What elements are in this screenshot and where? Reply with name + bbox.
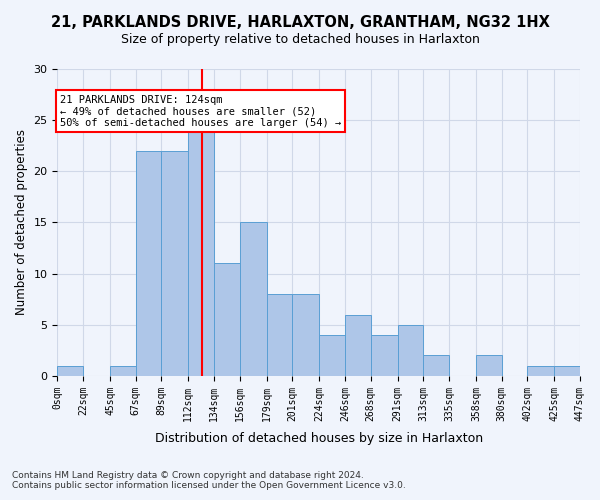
Bar [398, 325, 424, 376]
Bar [188, 130, 214, 376]
Bar [214, 264, 240, 376]
Bar [266, 294, 292, 376]
Text: 21, PARKLANDS DRIVE, HARLAXTON, GRANTHAM, NG32 1HX: 21, PARKLANDS DRIVE, HARLAXTON, GRANTHAM… [50, 15, 550, 30]
Bar [371, 335, 398, 376]
Bar [554, 366, 580, 376]
Text: Size of property relative to detached houses in Harlaxton: Size of property relative to detached ho… [121, 32, 479, 46]
Bar [345, 314, 371, 376]
Bar [110, 366, 136, 376]
Bar [136, 151, 161, 376]
X-axis label: Distribution of detached houses by size in Harlaxton: Distribution of detached houses by size … [155, 432, 483, 445]
Bar [161, 151, 188, 376]
Bar [240, 222, 266, 376]
Bar [58, 366, 83, 376]
Text: Contains HM Land Registry data © Crown copyright and database right 2024.
Contai: Contains HM Land Registry data © Crown c… [12, 470, 406, 490]
Y-axis label: Number of detached properties: Number of detached properties [15, 130, 28, 316]
Bar [476, 356, 502, 376]
Bar [319, 335, 345, 376]
Bar [424, 356, 449, 376]
Bar [527, 366, 554, 376]
Bar [292, 294, 319, 376]
Text: 21 PARKLANDS DRIVE: 124sqm
← 49% of detached houses are smaller (52)
50% of semi: 21 PARKLANDS DRIVE: 124sqm ← 49% of deta… [60, 94, 341, 128]
